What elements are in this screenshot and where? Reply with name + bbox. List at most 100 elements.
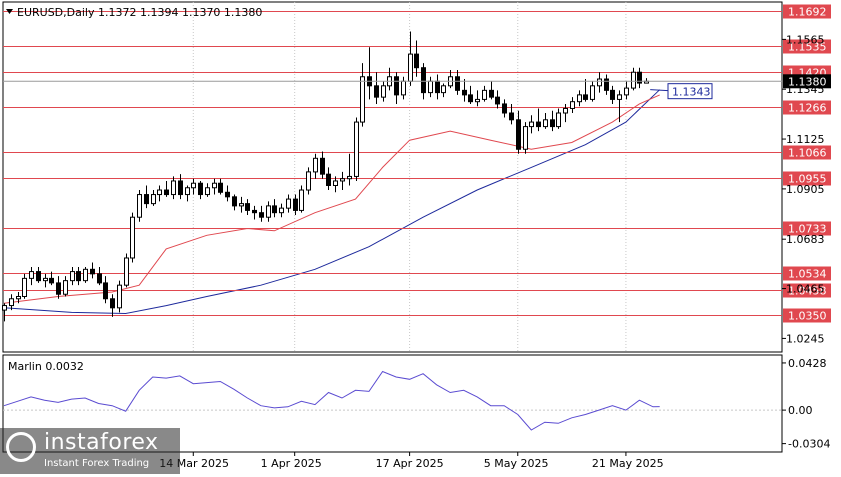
- candle-bull: [9, 298, 14, 307]
- candle-bull: [475, 98, 480, 103]
- candle-bear: [198, 182, 203, 196]
- candle-bull: [239, 203, 244, 207]
- price-axis-tick-label: 1.0245: [786, 332, 825, 345]
- candle-bear: [97, 273, 102, 284]
- candle-bull: [617, 94, 622, 100]
- moving-averages: [3, 89, 661, 315]
- candle-bear: [90, 268, 95, 275]
- candle-bull: [70, 271, 75, 282]
- marlin-axis-tick-label: 0.0428: [788, 357, 827, 370]
- candle-bull: [381, 85, 386, 98]
- price-level-label: 1.0350: [788, 310, 827, 323]
- price-levels: 1.16921.15351.14201.12661.10661.09551.07…: [3, 4, 831, 323]
- grid-layer: [192, 2, 627, 352]
- candle-bear: [326, 173, 331, 186]
- candle-bear: [245, 203, 250, 211]
- candle-bull: [22, 277, 27, 297]
- candle-bear: [232, 196, 237, 207]
- candle-bear: [550, 119, 555, 128]
- price-level-label: 1.1692: [788, 6, 827, 19]
- candle-bull: [29, 271, 34, 279]
- candle-bear: [610, 89, 615, 100]
- candle-bear: [293, 198, 298, 211]
- candle-bear: [637, 71, 642, 84]
- candle-bull: [401, 80, 406, 96]
- candles: [2, 31, 649, 322]
- candle-bear: [49, 277, 54, 284]
- price-axis-tick-label: 1.1565: [786, 33, 825, 46]
- slow-ma-label-leader: [650, 89, 669, 92]
- slow-ma-line: [3, 89, 661, 315]
- price-level-label-bg: [783, 171, 831, 186]
- candle-bull: [347, 175, 352, 180]
- candle-bear: [583, 94, 588, 100]
- price-level-label: 1.0458: [788, 285, 827, 298]
- slow-ma-label: 1.1343: [672, 86, 711, 99]
- candle-bear: [259, 212, 264, 218]
- candle-bear: [495, 96, 500, 105]
- candle-bull: [523, 126, 528, 150]
- candle-bull: [63, 280, 68, 295]
- marlin-axis-tick-label: -0.0304: [788, 438, 830, 451]
- marlin-oscillator: 0.0428 0.00 -0.0304: [3, 357, 830, 451]
- marlin-axis-tick-label: 0.00: [788, 404, 813, 417]
- slow-ma-label-box: [667, 83, 713, 100]
- candle-bear: [76, 271, 81, 282]
- candle-bear: [468, 94, 473, 103]
- price-axis-tick-label: 1.0905: [786, 183, 825, 196]
- candle-bear: [509, 112, 514, 121]
- candle-bear: [462, 89, 467, 96]
- candle-bear: [435, 80, 440, 94]
- marlin-line: [3, 370, 660, 431]
- price-level-label-bg: [783, 39, 831, 54]
- candle-bull: [570, 101, 575, 109]
- instaforex-logo-icon: [6, 432, 36, 462]
- candle-bull: [313, 157, 318, 173]
- candle-bull: [266, 205, 271, 218]
- logo-tagline: Instant Forex Trading: [44, 458, 150, 469]
- time-axis-tick-label: 1 Apr 2025: [261, 457, 322, 470]
- candle-bull: [340, 178, 345, 182]
- candle-bull: [191, 182, 196, 189]
- candle-bull: [157, 189, 162, 196]
- candle-bear: [272, 205, 277, 214]
- candle-bear: [36, 271, 41, 282]
- candle-bull: [333, 180, 338, 186]
- candle-bull: [631, 71, 636, 89]
- price-axis: 1.15651.13451.11251.09051.06831.04651.02…: [3, 33, 831, 345]
- price-level-label-bg: [783, 283, 831, 298]
- price-level-label: 1.1535: [788, 41, 827, 54]
- fast-ma-line: [3, 94, 660, 304]
- candle-bear: [56, 282, 61, 295]
- candle-bull: [137, 194, 142, 218]
- candle-bull: [286, 198, 291, 209]
- current-price-label-bg: [783, 74, 831, 89]
- candle-bear: [516, 119, 521, 150]
- candle-bear: [604, 78, 609, 91]
- candle-bull: [185, 187, 190, 196]
- candle-bull: [408, 53, 413, 82]
- candle-bull: [360, 76, 365, 123]
- candle-bear: [252, 209, 257, 214]
- candle-bull: [597, 78, 602, 87]
- candle-bull: [624, 87, 629, 96]
- price-level-label-bg: [783, 100, 831, 115]
- candle-bull: [43, 277, 48, 282]
- price-axis-tick-label: 1.1125: [786, 133, 825, 146]
- candle-bull: [212, 182, 217, 189]
- candle-bear: [536, 121, 541, 128]
- candle-bull: [577, 94, 582, 103]
- menu-triangle-icon[interactable]: [6, 9, 13, 14]
- candle-bear: [455, 76, 460, 91]
- instaforex-logo: instaforex Instant Forex Trading: [0, 428, 180, 474]
- price-level-label-bg: [783, 221, 831, 236]
- price-level-label: 1.0534: [788, 268, 827, 281]
- candle-bull: [117, 284, 122, 309]
- candle-bull: [306, 171, 311, 191]
- price-level-label: 1.0733: [788, 223, 827, 236]
- marlin-label: Marlin 0.0032: [8, 360, 84, 373]
- candle-bull: [563, 107, 568, 114]
- price-axis-tick-label: 1.0465: [786, 283, 825, 296]
- candle-bull: [130, 216, 135, 259]
